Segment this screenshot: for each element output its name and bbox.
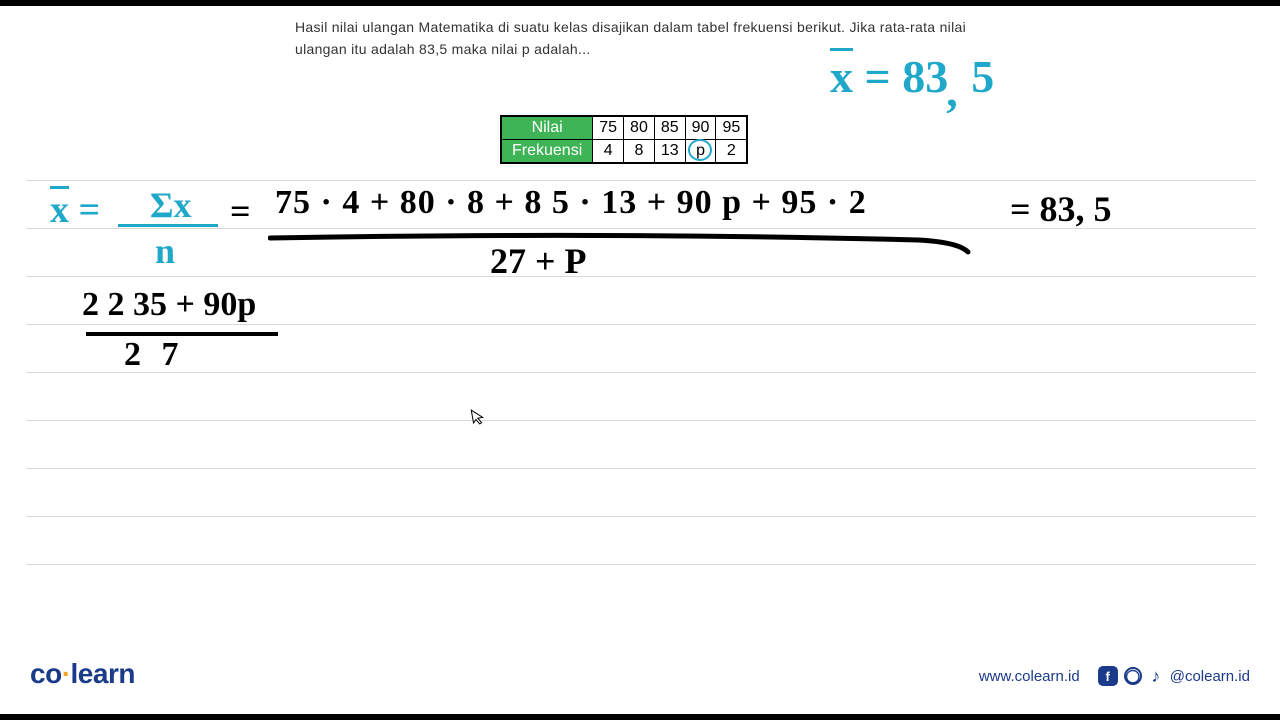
table-header-frek: Frekuensi	[501, 140, 593, 164]
nilai-cell: 75	[593, 116, 624, 140]
problem-line1: Hasil nilai ulangan Matematika di suatu …	[295, 19, 966, 35]
frek-cell: 8	[624, 140, 655, 164]
logo-learn: learn	[71, 658, 135, 689]
letterbox-top	[0, 0, 1280, 6]
tiktok-icon: ♪	[1148, 666, 1164, 686]
colearn-logo: co·learn	[30, 658, 135, 690]
formula-n: n	[155, 230, 175, 272]
instagram-icon: ◯	[1124, 667, 1142, 685]
mean-annotation: x = 83, 5	[830, 50, 994, 103]
frek-cell-p: p	[685, 140, 716, 164]
equals-1: =	[230, 190, 251, 232]
facebook-icon: f	[1098, 666, 1118, 686]
step2-numerator: 2 2 35 + 90p	[82, 286, 256, 324]
table-header-nilai: Nilai	[501, 116, 593, 140]
p-highlight-circle	[688, 139, 712, 161]
equals-result: = 83, 5	[1010, 188, 1112, 230]
footer-url: www.colearn.id	[979, 668, 1080, 685]
letterbox-bottom	[0, 714, 1280, 720]
frek-cell: 2	[716, 140, 747, 164]
logo-co: co	[30, 658, 62, 689]
fraction-bar-main	[268, 228, 973, 258]
nilai-cell: 95	[716, 116, 747, 140]
nilai-cell: 85	[654, 116, 685, 140]
nilai-cell: 90	[685, 116, 716, 140]
frek-cell: 13	[654, 140, 685, 164]
footer-handle: @colearn.id	[1170, 668, 1250, 685]
fraction-bar-1	[118, 224, 218, 227]
footer-right: www.colearn.id f ◯ ♪ @colearn.id	[979, 666, 1250, 686]
logo-dot: ·	[62, 658, 71, 689]
problem-line2: ulangan itu adalah 83,5 maka nilai p ada…	[295, 41, 591, 57]
frequency-table: Nilai 75 80 85 90 95 Frekuensi 4 8 13 p …	[500, 115, 748, 164]
formula-sigma-x: Σx	[150, 184, 192, 226]
nilai-cell: 80	[624, 116, 655, 140]
sigma-x: Σx	[150, 185, 192, 225]
numerator-expression: 75 · 4 + 80 · 8 + 8 5 · 13 + 90 p + 95 ·…	[275, 184, 867, 222]
formula-xbar: x =	[50, 188, 100, 232]
step2-denominator: 2 7	[124, 336, 185, 374]
frek-cell: 4	[593, 140, 624, 164]
denominator-expression: 27 + P	[490, 240, 587, 282]
social-icons: f ◯ ♪ @colearn.id	[1098, 666, 1250, 686]
